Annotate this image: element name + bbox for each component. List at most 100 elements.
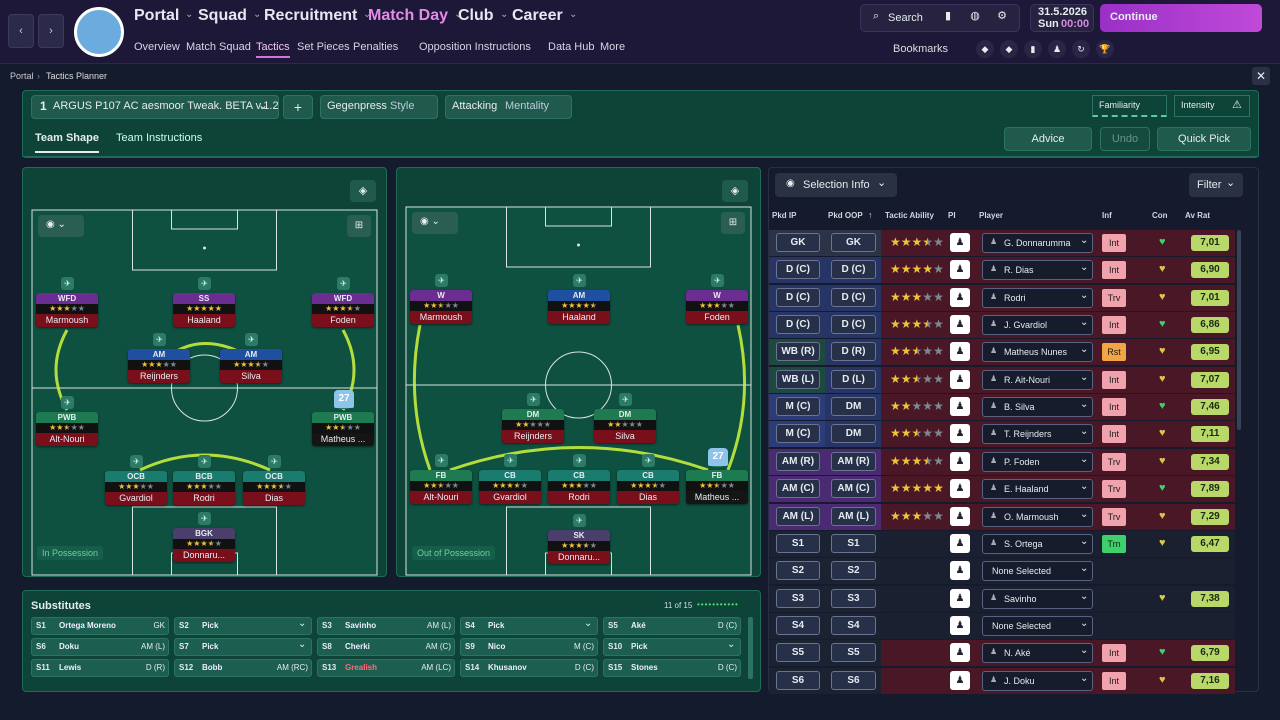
sub-menu-item[interactable]: More [600, 41, 626, 53]
pi-button[interactable]: ♟ [950, 643, 970, 663]
player-dropdown[interactable] [982, 260, 1093, 281]
player-card[interactable]: AM ★★★★★ Haaland [548, 290, 610, 324]
pi-button[interactable]: ♟ [950, 369, 970, 389]
pi-button[interactable]: ♟ [950, 479, 970, 499]
pi-button[interactable]: ♟ [950, 397, 970, 417]
sub-menu-item[interactable]: Data Hub [548, 41, 595, 53]
player-dropdown[interactable] [982, 533, 1093, 554]
player-card[interactable]: W ★★★★★ Marmoush [410, 290, 472, 324]
substitute-slot[interactable] [174, 617, 312, 635]
bookmark-icon[interactable]: 🏆 [1096, 40, 1114, 58]
pkd-ip[interactable]: GK [776, 233, 820, 252]
pitch-toggle[interactable]: ◉ ⌄ [38, 215, 84, 237]
bookmark-icon[interactable]: ▮ [1024, 40, 1042, 58]
bookmark-icon[interactable]: ♟ [1048, 40, 1066, 58]
pitch-option[interactable]: ⊞ [721, 212, 745, 234]
action-button[interactable]: Quick Pick [1157, 127, 1251, 151]
pkd-oop[interactable]: S6 [831, 670, 876, 690]
pkd-oop[interactable]: D (L) [831, 369, 876, 389]
pkd-oop[interactable]: S2 [831, 561, 876, 581]
player-card[interactable]: BCB ★★★★★ Rodri [173, 471, 235, 505]
pkd-oop[interactable]: GK [831, 233, 876, 252]
substitute-slot[interactable] [317, 659, 455, 677]
pkd-ip[interactable]: D (C) [776, 287, 820, 307]
pkd-oop[interactable]: S3 [831, 588, 876, 608]
player-card[interactable]: DM ★★★★★ Silva [594, 409, 656, 443]
action-button[interactable]: Undo [1100, 127, 1150, 151]
pi-button[interactable]: ♟ [950, 287, 970, 307]
column-header[interactable]: Pkd OOP [828, 211, 863, 220]
column-header[interactable]: Tactic Ability [885, 211, 934, 220]
pkd-oop[interactable]: AM (C) [831, 479, 876, 499]
player-card[interactable]: OCB ★★★★★ Dias [243, 471, 305, 505]
pkd-oop[interactable]: D (C) [831, 287, 876, 307]
column-header[interactable]: Player [979, 211, 1004, 220]
pkd-ip[interactable]: M (C) [776, 397, 820, 417]
player-card[interactable]: CB ★★★★★ Gvardiol [479, 470, 541, 504]
familiarity[interactable]: Familiarity [1092, 95, 1167, 117]
player-dropdown[interactable] [982, 670, 1093, 691]
player-card[interactable]: WFD ★★★★★ Marmoush [36, 293, 98, 327]
pi-button[interactable]: ♟ [950, 424, 970, 444]
pkd-ip[interactable]: S3 [776, 588, 820, 608]
pi-button[interactable]: ♟ [950, 506, 970, 526]
pkd-oop[interactable]: D (R) [831, 342, 876, 362]
pkd-oop[interactable]: DM [831, 424, 876, 444]
substitute-slot[interactable] [31, 617, 169, 635]
pitch-option[interactable]: ⊞ [347, 215, 371, 237]
style-selector[interactable] [320, 95, 438, 119]
toolbar-icon[interactable]: ▮ [944, 10, 952, 22]
tab[interactable]: Team Instructions [116, 132, 203, 144]
back-button[interactable]: ‹ [8, 14, 34, 48]
main-menu-item[interactable]: Career [512, 7, 563, 24]
bookmark-icon[interactable]: ◆ [976, 40, 994, 58]
column-header[interactable]: PI [948, 211, 956, 220]
pkd-oop[interactable]: S4 [831, 615, 876, 635]
player-dropdown[interactable] [982, 287, 1093, 308]
player-card[interactable]: OCB ★★★★★ Gvardiol [105, 471, 167, 505]
pkd-ip[interactable]: S5 [776, 643, 820, 663]
pi-button[interactable]: ♟ [950, 451, 970, 471]
pitch-settings-button[interactable]: ◈ [350, 180, 376, 202]
main-menu-item[interactable]: Portal [134, 7, 180, 24]
pkd-ip[interactable]: AM (C) [776, 479, 820, 499]
player-card[interactable]: BGK ★★★★★ Donnaru... [173, 528, 235, 562]
pkd-ip[interactable]: S1 [776, 533, 820, 553]
pkd-oop[interactable]: D (C) [831, 315, 876, 335]
player-card[interactable]: AM ★★★★★ Silva [220, 349, 282, 383]
toolbar-icon[interactable]: ⚙ [997, 10, 1007, 22]
pkd-oop[interactable]: AM (R) [831, 451, 876, 471]
column-header[interactable]: Av Rat [1185, 211, 1211, 220]
pkd-ip[interactable]: D (C) [776, 260, 820, 280]
player-dropdown[interactable] [982, 233, 1093, 253]
player-dropdown[interactable] [982, 369, 1093, 390]
column-header[interactable]: Inf [1102, 211, 1112, 220]
pi-button[interactable]: ♟ [950, 588, 970, 608]
pitch-toggle[interactable]: ◉ ⌄ [412, 212, 458, 234]
substitute-slot[interactable] [603, 638, 741, 656]
sub-menu-item[interactable]: Tactics [256, 41, 290, 58]
player-card[interactable]: SK ★★★★★ Donnaru... [548, 530, 610, 564]
pkd-ip[interactable]: AM (R) [776, 451, 820, 471]
pkd-oop[interactable]: DM [831, 397, 876, 417]
pkd-oop[interactable]: S1 [831, 533, 876, 553]
main-menu-item[interactable]: Squad [198, 7, 247, 24]
sub-menu-item[interactable]: Penalties [353, 41, 399, 53]
player-dropdown[interactable] [982, 643, 1093, 664]
pi-button[interactable]: ♟ [950, 561, 970, 581]
player-card[interactable]: SS ★★★★★ Haaland [173, 293, 235, 327]
player-dropdown[interactable] [982, 342, 1093, 363]
pkd-ip[interactable]: AM (L) [776, 506, 820, 526]
intensity[interactable]: Intensity [1174, 95, 1250, 117]
pitch-settings-button[interactable]: ◈ [722, 180, 748, 202]
sub-menu-item[interactable]: Opposition Instructions [419, 41, 531, 53]
pkd-ip[interactable]: S2 [776, 561, 820, 581]
player-dropdown[interactable] [982, 506, 1093, 527]
player-dropdown[interactable] [982, 424, 1093, 445]
bookmark-icon[interactable]: ◆ [1000, 40, 1018, 58]
substitute-slot[interactable] [603, 659, 741, 677]
bookmark-icon[interactable]: ↻ [1072, 40, 1090, 58]
close-button[interactable]: ✕ [1252, 67, 1270, 85]
player-dropdown[interactable] [982, 588, 1093, 609]
substitute-slot[interactable] [460, 617, 598, 635]
